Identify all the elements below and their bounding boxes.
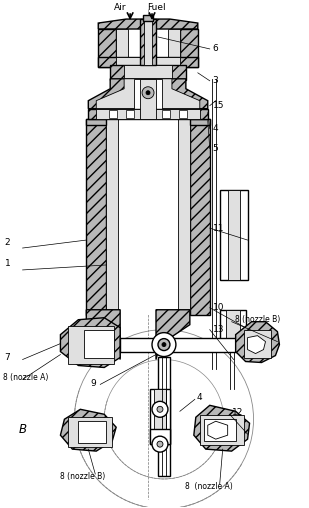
Bar <box>140 19 156 65</box>
Bar <box>116 29 128 67</box>
Circle shape <box>152 401 168 417</box>
Circle shape <box>146 91 150 94</box>
Text: 11: 11 <box>213 224 224 233</box>
Bar <box>144 19 152 65</box>
Bar <box>204 419 236 441</box>
Text: 4: 4 <box>197 393 202 402</box>
Polygon shape <box>88 79 208 109</box>
Bar <box>88 109 208 118</box>
Bar <box>98 57 198 67</box>
Text: 9: 9 <box>91 379 96 388</box>
Bar <box>228 190 239 280</box>
Bar <box>220 310 246 344</box>
Bar <box>168 29 180 67</box>
Bar <box>134 79 162 109</box>
Circle shape <box>157 441 163 447</box>
Text: 8  (nozzle A): 8 (nozzle A) <box>185 483 233 491</box>
Text: 15: 15 <box>213 101 224 110</box>
Text: 3: 3 <box>213 76 218 85</box>
Polygon shape <box>156 310 190 360</box>
Text: 12: 12 <box>232 408 243 417</box>
Text: 8 (nozzle A): 8 (nozzle A) <box>3 373 48 382</box>
Bar <box>179 110 187 118</box>
Bar <box>78 421 106 443</box>
Bar <box>68 326 114 364</box>
Bar <box>243 330 272 358</box>
Bar <box>190 118 210 124</box>
Bar <box>106 118 118 315</box>
Text: 7: 7 <box>5 353 11 362</box>
Circle shape <box>157 406 163 412</box>
Bar <box>110 65 186 80</box>
Bar <box>86 118 106 315</box>
Text: 8 (nozzle B): 8 (nozzle B) <box>61 472 106 482</box>
Text: 2: 2 <box>5 238 10 246</box>
Bar <box>178 118 190 315</box>
Text: 5: 5 <box>213 144 218 153</box>
Polygon shape <box>96 79 200 109</box>
Polygon shape <box>248 336 265 354</box>
Bar <box>220 190 248 280</box>
Polygon shape <box>208 421 228 439</box>
Bar <box>158 357 170 476</box>
Bar <box>120 338 252 352</box>
Circle shape <box>142 87 154 99</box>
Bar <box>126 110 134 118</box>
Text: 4: 4 <box>213 124 218 133</box>
Text: Fuel: Fuel <box>147 3 165 12</box>
Bar <box>109 110 117 118</box>
Circle shape <box>152 333 176 357</box>
Circle shape <box>152 436 168 452</box>
Polygon shape <box>86 310 120 360</box>
Text: 1: 1 <box>5 260 11 268</box>
Text: 8 (nozzle B): 8 (nozzle B) <box>235 315 280 324</box>
Bar <box>190 118 210 315</box>
Bar <box>68 417 112 447</box>
Bar <box>154 390 166 444</box>
Polygon shape <box>194 405 250 451</box>
Bar <box>86 118 106 124</box>
Bar <box>162 110 170 118</box>
Bar <box>118 118 178 315</box>
Text: 6: 6 <box>213 44 218 53</box>
Bar <box>96 109 200 118</box>
Bar <box>140 79 156 118</box>
Bar <box>226 310 239 344</box>
Bar <box>124 65 172 80</box>
Bar <box>180 29 198 67</box>
Circle shape <box>162 342 166 346</box>
Polygon shape <box>98 19 198 29</box>
Bar <box>98 29 116 67</box>
Polygon shape <box>236 322 279 363</box>
Text: Air: Air <box>114 3 126 12</box>
Text: 10: 10 <box>213 303 224 312</box>
Bar <box>200 415 243 445</box>
Bar <box>143 15 153 21</box>
Bar <box>84 330 114 358</box>
Text: B: B <box>19 423 27 436</box>
Text: 13: 13 <box>213 325 224 334</box>
Bar <box>116 57 180 67</box>
Bar <box>150 429 170 444</box>
Polygon shape <box>61 318 120 367</box>
Circle shape <box>158 339 170 351</box>
Polygon shape <box>61 409 116 451</box>
Bar <box>150 390 170 444</box>
